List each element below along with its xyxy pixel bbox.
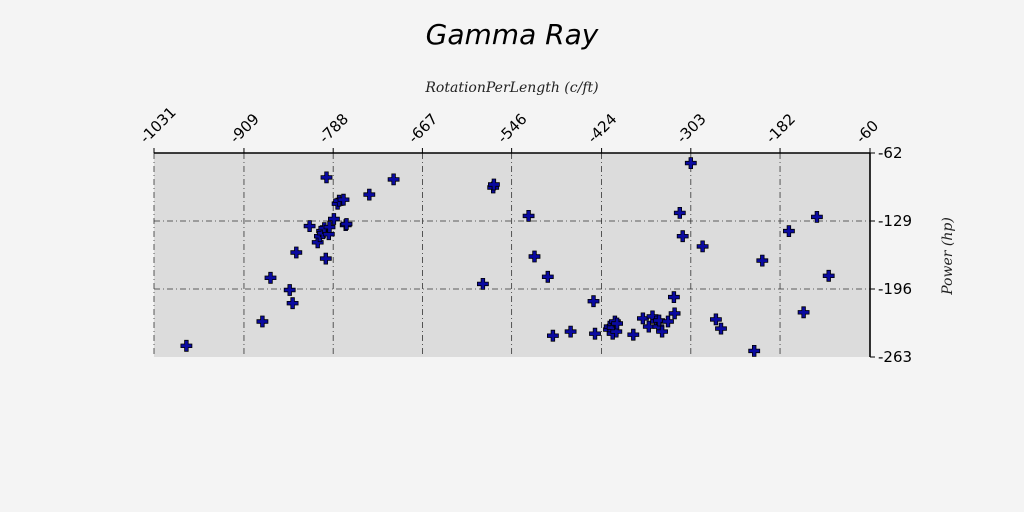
data-point (487, 178, 500, 191)
plot-area: -1031 -909 -788 -667 -546 -424 -303 -182 -60-62 -… (136, 103, 912, 366)
data-point (264, 271, 277, 284)
data-point (564, 325, 577, 338)
data-point (668, 307, 681, 320)
data-point (627, 328, 640, 341)
data-point (668, 291, 680, 304)
x-tick-label: -788 (315, 110, 352, 147)
data-point (673, 206, 686, 219)
data-point (676, 230, 689, 243)
data-point (611, 317, 623, 330)
data-point (283, 284, 296, 296)
data-point (327, 213, 340, 225)
y-tick-label: -196 (878, 280, 912, 298)
data-point (696, 240, 709, 253)
x-tick-label: -182 (762, 110, 799, 147)
data-point (387, 173, 400, 186)
y-tick-label: -263 (878, 348, 912, 366)
data-point (337, 193, 350, 206)
data-point (256, 315, 269, 328)
data-point (363, 188, 376, 201)
data-point (319, 252, 332, 265)
data-point (637, 312, 649, 325)
data-point (656, 325, 668, 338)
x-tick-label: -667 (405, 110, 442, 147)
chart-title: Gamma Ray (426, 18, 599, 51)
data-point (684, 157, 697, 170)
data-point (589, 327, 601, 340)
data-point (303, 220, 316, 233)
data-point (715, 322, 727, 335)
data-point (340, 218, 353, 230)
y-tick-label: -129 (878, 212, 912, 230)
y-tick-label: -62 (878, 144, 903, 162)
data-point (323, 221, 336, 234)
data-point (748, 344, 761, 357)
data-point (662, 315, 674, 328)
x-tick-label: -60 (852, 117, 882, 147)
data-point (528, 250, 541, 263)
data-point (822, 269, 835, 282)
data-point (811, 210, 823, 223)
x-tick-label: -1031 (136, 103, 180, 147)
data-point (320, 171, 333, 184)
x-tick-label: -546 (494, 110, 531, 147)
data-point (642, 320, 655, 333)
x-tick-label: -303 (673, 110, 710, 147)
data-point (547, 329, 559, 342)
data-point (290, 246, 303, 259)
data-point (783, 225, 795, 238)
data-point (710, 313, 722, 326)
data-point (797, 306, 810, 319)
x-axis-label: RotationPerLength (c/ft) (424, 80, 598, 96)
data-point (541, 270, 554, 283)
data-point (610, 325, 623, 338)
data-point (476, 277, 489, 290)
y-axis-label: Power (hp) (940, 217, 956, 296)
data-point (522, 209, 535, 222)
data-point (756, 254, 769, 267)
x-tick-label: -909 (226, 110, 263, 147)
data-point (286, 297, 299, 310)
data-point (180, 339, 193, 352)
x-tick-label: -424 (584, 110, 621, 147)
data-point (587, 295, 600, 308)
